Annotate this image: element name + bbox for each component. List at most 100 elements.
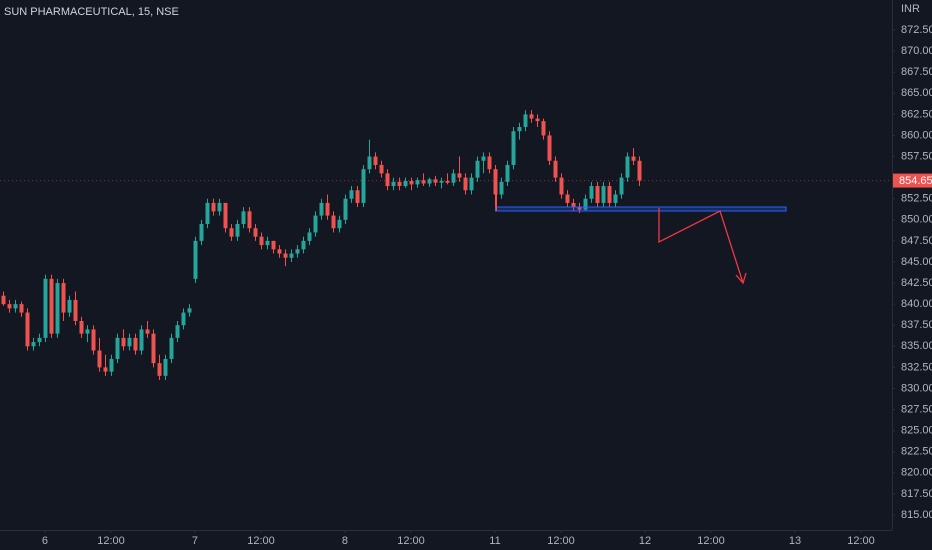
- y-tick-label: 832.50: [901, 361, 932, 373]
- candle-body: [49, 278, 54, 334]
- y-tick-label: 857.50: [901, 150, 932, 162]
- candle-body: [13, 304, 18, 309]
- x-tick-label: 12: [639, 535, 651, 547]
- candle-body: [397, 181, 402, 187]
- candle-body: [259, 236, 264, 246]
- candle-body: [475, 160, 480, 178]
- y-tick-label: 862.50: [901, 108, 932, 120]
- y-tick-label: 850.00: [901, 214, 932, 226]
- candle-body: [445, 180, 450, 183]
- candle-body: [559, 177, 564, 195]
- candle-body: [517, 127, 522, 132]
- x-tick-label: 12:00: [397, 535, 425, 547]
- y-tick-label: 825.00: [901, 425, 932, 437]
- candle-body: [547, 135, 552, 161]
- candle-body: [601, 186, 606, 203]
- x-tick-label: 11: [489, 535, 500, 547]
- x-tick-label: 12:00: [97, 535, 125, 547]
- candle-body: [109, 358, 114, 372]
- candle-body: [583, 198, 588, 210]
- candles: [1, 110, 642, 381]
- candle-body: [613, 194, 618, 203]
- candle-body: [529, 114, 534, 119]
- candle-body: [439, 180, 444, 183]
- y-tick-label: 815.00: [901, 509, 932, 521]
- candle-body: [337, 219, 342, 229]
- candle-body: [25, 312, 30, 347]
- y-tick-label: 852.50: [901, 193, 932, 205]
- y-tick-label: 822.50: [901, 446, 932, 458]
- candle-body: [61, 283, 66, 313]
- candle-body: [7, 304, 12, 309]
- x-tick-label: 12:00: [847, 535, 875, 547]
- candle-body: [67, 299, 72, 313]
- candle-body: [415, 180, 420, 185]
- candle-body: [619, 177, 624, 195]
- candle-body: [535, 118, 540, 122]
- candle-body: [1, 295, 6, 305]
- candle-body: [217, 202, 222, 212]
- candle-body: [505, 164, 510, 182]
- candle-body: [637, 160, 642, 181]
- candle-body: [115, 337, 120, 359]
- y-tick-label: 817.50: [901, 488, 932, 500]
- candle-body: [469, 177, 474, 191]
- candle-body: [265, 240, 270, 246]
- candle-body: [37, 337, 42, 343]
- y-tick-label: 830.00: [901, 382, 932, 394]
- candle-body: [277, 249, 282, 254]
- candle-body: [193, 240, 198, 279]
- y-tick-label: 820.00: [901, 467, 932, 479]
- candle-body: [331, 215, 336, 229]
- chart-title: SUN PHARMACEUTICAL, 15, NSE: [4, 6, 179, 18]
- candle-body: [139, 329, 144, 351]
- candle-body: [85, 329, 90, 334]
- x-tick-label: 12:00: [247, 535, 275, 547]
- candle-body: [523, 114, 528, 128]
- candle-body: [181, 312, 186, 326]
- candle-body: [253, 228, 258, 237]
- candle-body: [271, 240, 276, 250]
- last-price-box: [893, 173, 932, 188]
- candle-body: [553, 160, 558, 178]
- candle-body: [421, 180, 426, 184]
- candle-body: [247, 211, 252, 229]
- candle-body: [409, 180, 414, 185]
- candle-body: [391, 181, 396, 187]
- candle-body: [313, 215, 318, 233]
- candle-body: [19, 304, 24, 313]
- candle-body: [283, 253, 288, 258]
- candle-body: [325, 202, 330, 216]
- candle-body: [175, 325, 180, 338]
- candle-body: [97, 350, 102, 368]
- candle-body: [79, 321, 84, 334]
- candle-body: [607, 186, 612, 203]
- candle-body: [319, 202, 324, 216]
- candle-body: [223, 202, 228, 229]
- candle-body: [295, 249, 300, 254]
- candle-body: [487, 156, 492, 170]
- y-tick-label: 840.00: [901, 298, 932, 310]
- candle-body: [511, 131, 516, 165]
- candle-body: [349, 190, 354, 199]
- candle-body: [127, 337, 132, 347]
- candle-body: [499, 181, 504, 195]
- y-tick-label: 860.00: [901, 129, 932, 141]
- candle-body: [151, 333, 156, 364]
- candle-body: [361, 169, 366, 203]
- y-tick-label: 870.00: [901, 45, 932, 57]
- candle-body: [31, 342, 36, 347]
- candle-body: [145, 329, 150, 334]
- candle-body: [73, 299, 78, 322]
- candle-body: [205, 202, 210, 225]
- candle-body: [289, 253, 294, 258]
- candle-body: [199, 224, 204, 241]
- candle-body: [187, 308, 192, 313]
- y-tick-label: 827.50: [901, 403, 932, 415]
- x-tick-label: 13: [789, 535, 801, 547]
- y-tick-label: 845.00: [901, 256, 932, 268]
- y-tick-label: 872.50: [901, 24, 932, 36]
- candle-body: [403, 180, 408, 187]
- x-tick-label: 12:00: [547, 535, 575, 547]
